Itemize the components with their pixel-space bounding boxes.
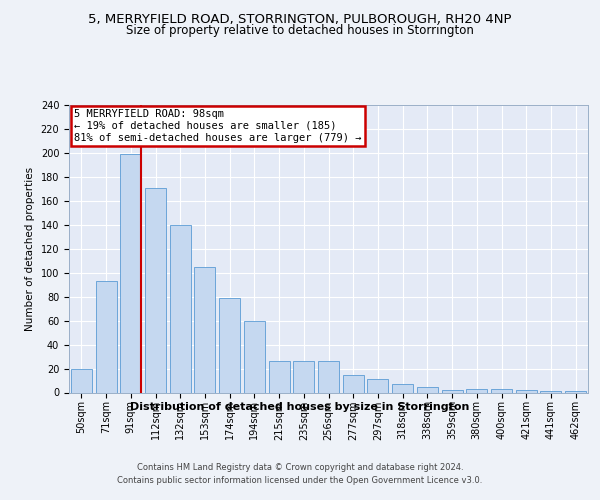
Bar [170, 225, 191, 392]
Bar [244, 320, 265, 392]
Bar [194, 266, 215, 392]
Text: 5 MERRYFIELD ROAD: 98sqm
← 19% of detached houses are smaller (185)
81% of semi-: 5 MERRYFIELD ROAD: 98sqm ← 19% of detach… [74, 110, 362, 142]
Bar [466, 389, 487, 392]
Bar [71, 368, 92, 392]
Bar [293, 362, 314, 392]
Text: Contains public sector information licensed under the Open Government Licence v3: Contains public sector information licen… [118, 476, 482, 485]
Text: 5, MERRYFIELD ROAD, STORRINGTON, PULBOROUGH, RH20 4NP: 5, MERRYFIELD ROAD, STORRINGTON, PULBORO… [88, 12, 512, 26]
Bar [392, 384, 413, 392]
Bar [318, 362, 339, 392]
Bar [417, 386, 438, 392]
Bar [95, 281, 116, 392]
Bar [145, 188, 166, 392]
Bar [491, 389, 512, 392]
Text: Distribution of detached houses by size in Storrington: Distribution of detached houses by size … [130, 402, 470, 411]
Y-axis label: Number of detached properties: Number of detached properties [25, 166, 35, 331]
Bar [269, 362, 290, 392]
Bar [516, 390, 537, 392]
Bar [442, 390, 463, 392]
Text: Contains HM Land Registry data © Crown copyright and database right 2024.: Contains HM Land Registry data © Crown c… [137, 462, 463, 471]
Text: Size of property relative to detached houses in Storrington: Size of property relative to detached ho… [126, 24, 474, 37]
Bar [367, 380, 388, 392]
Bar [120, 154, 141, 392]
Bar [343, 374, 364, 392]
Bar [219, 298, 240, 392]
